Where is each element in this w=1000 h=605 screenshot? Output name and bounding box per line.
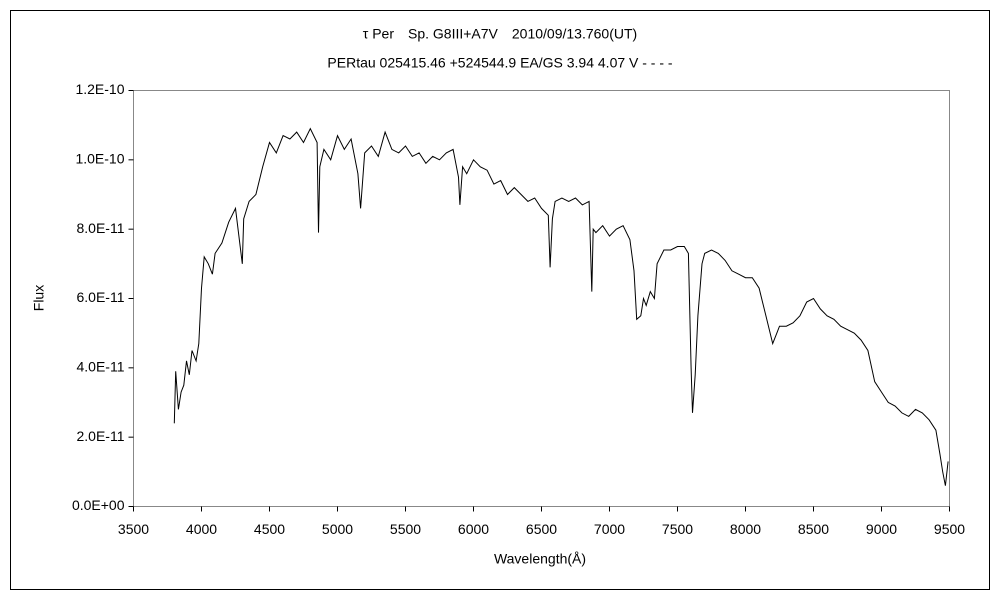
- x-tick-label: 4500: [254, 521, 285, 537]
- x-tick-label: 7000: [594, 521, 625, 537]
- y-tick-label: 2.0E-11: [77, 428, 125, 444]
- x-tick-label: 3500: [118, 521, 149, 537]
- x-tick-label: 9500: [934, 521, 965, 537]
- x-tick-label: 9000: [866, 521, 897, 537]
- y-axis-label: Flux: [31, 285, 47, 311]
- x-tick-label: 6000: [458, 521, 489, 537]
- x-tick-label: 8000: [730, 521, 761, 537]
- spectrum-line: [173, 127, 949, 486]
- chart-subtitle: PERtau 025415.46 +524544.9 EA/GS 3.94 4.…: [327, 55, 673, 71]
- x-tick-label: 7500: [662, 521, 693, 537]
- x-tick-label: 6500: [526, 521, 557, 537]
- plot-area: [133, 90, 950, 507]
- y-tick-label: 1.0E-10: [75, 151, 124, 167]
- x-tick-label: 5000: [322, 521, 353, 537]
- y-tick-label: 1.2E-10: [75, 81, 124, 97]
- chart-title: τ Per Sp. G8III+A7V 2010/09/13.760(UT): [363, 26, 637, 42]
- y-tick-label: 6.0E-11: [77, 289, 125, 305]
- x-tick-label: 5500: [390, 521, 421, 537]
- x-tick-label: 4000: [186, 521, 217, 537]
- x-axis-label: Wavelength(Å): [494, 551, 586, 567]
- x-tick-label: 8500: [798, 521, 829, 537]
- y-tick-label: 4.0E-11: [77, 359, 125, 375]
- y-tick-label: 8.0E-11: [77, 220, 125, 236]
- y-tick-label: 0.0E+00: [72, 497, 125, 513]
